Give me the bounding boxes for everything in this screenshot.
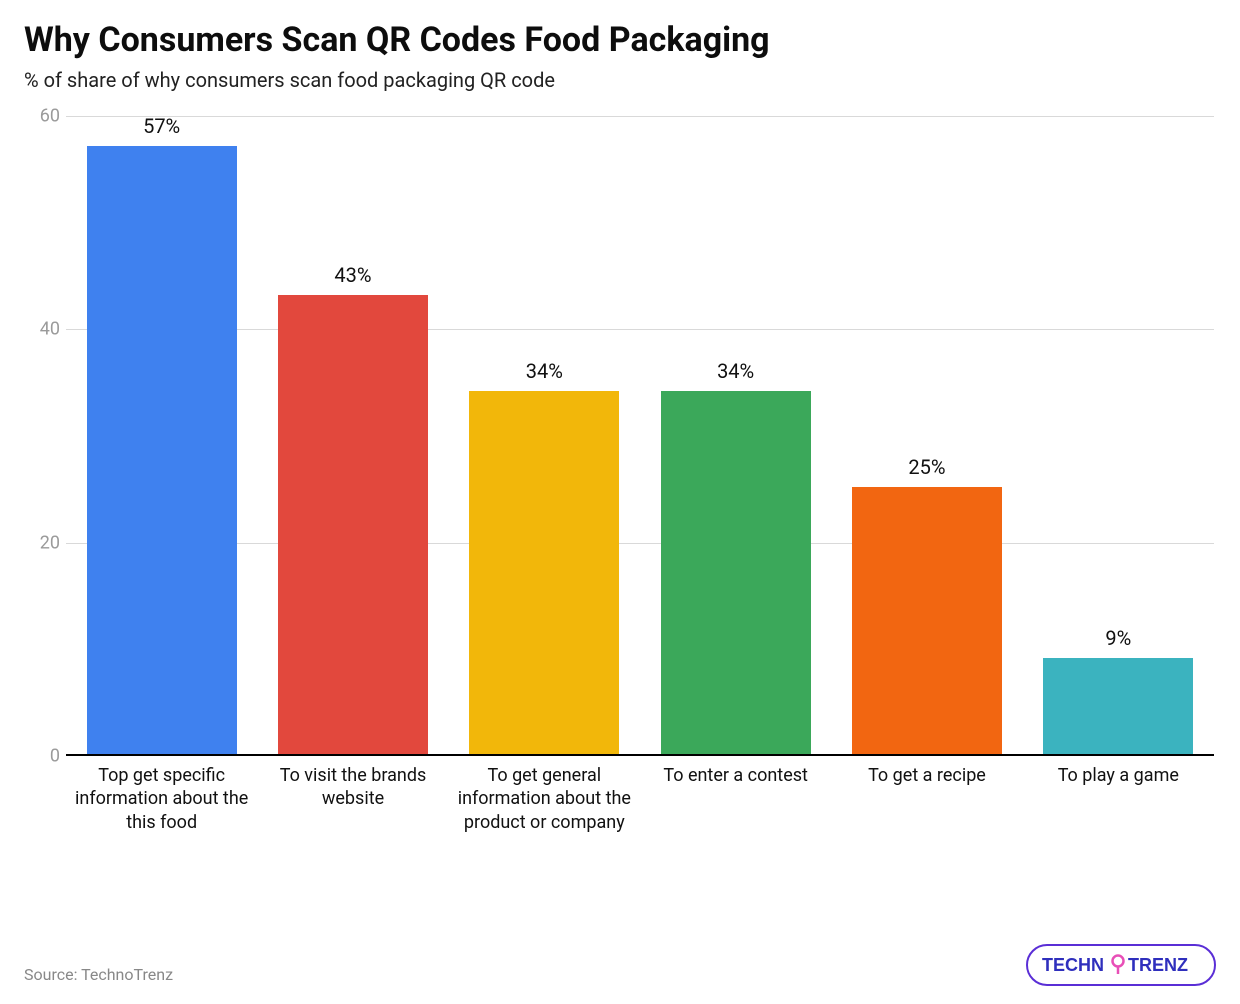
bar-value-label: 9%	[1105, 626, 1131, 650]
bar	[469, 391, 619, 754]
y-tick-label: 0	[24, 746, 60, 767]
bar-value-label: 34%	[717, 359, 754, 383]
bar	[278, 295, 428, 754]
bar-column: 57%	[82, 114, 242, 754]
x-axis-label: To enter a contest	[646, 764, 826, 834]
x-axis-label: Top get specific information about the t…	[72, 764, 252, 834]
bar-value-label: 25%	[908, 455, 945, 479]
bar-column: 34%	[464, 359, 624, 754]
x-axis-label: To get general information about the pro…	[454, 764, 634, 834]
bar-column: 9%	[1038, 626, 1198, 754]
bar-column: 43%	[273, 263, 433, 754]
y-tick-label: 40	[24, 319, 60, 340]
bar-value-label: 34%	[526, 359, 563, 383]
logo-text-left: TECHN	[1042, 955, 1104, 975]
x-axis-label: To play a game	[1028, 764, 1208, 834]
chart-title: Why Consumers Scan QR Codes Food Packagi…	[24, 20, 1216, 60]
bar	[852, 487, 1002, 754]
y-tick-label: 60	[24, 106, 60, 127]
source-text: Source: TechnoTrenz	[24, 965, 173, 984]
bar-value-label: 43%	[334, 263, 371, 287]
bar-value-label: 57%	[143, 114, 180, 138]
plot-area: 57% 43% 34% 34% 25% 9%	[66, 116, 1214, 756]
x-axis-label: To visit the brands website	[263, 764, 443, 834]
chart-subtitle: % of share of why consumers scan food pa…	[24, 68, 1216, 92]
bar	[1043, 658, 1193, 754]
bar	[87, 146, 237, 754]
bar-column: 34%	[656, 359, 816, 754]
logo-text-right: TRENZ	[1128, 955, 1188, 975]
brand-logo: TECHN TRENZ	[1026, 944, 1216, 990]
bars-container: 57% 43% 34% 34% 25% 9%	[66, 116, 1214, 754]
x-axis-label: To get a recipe	[837, 764, 1017, 834]
bar-column: 25%	[847, 455, 1007, 754]
x-axis-labels: Top get specific information about the t…	[66, 764, 1214, 834]
y-tick-label: 20	[24, 532, 60, 553]
chart-area: 0204060 57%43%34%34%25%9% Top get specif…	[24, 116, 1214, 896]
bar	[661, 391, 811, 754]
